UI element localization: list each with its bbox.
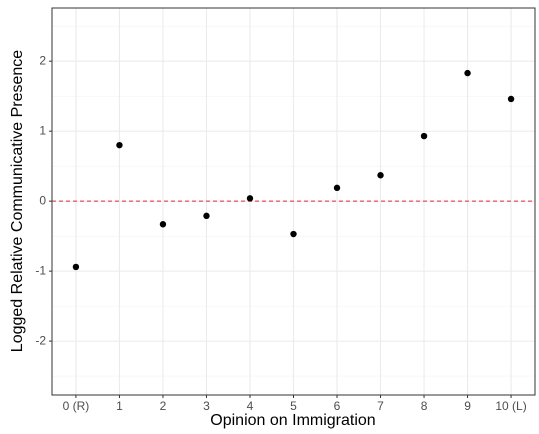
- y-tick-label: 2: [39, 53, 46, 67]
- x-tick-label: 4: [247, 399, 254, 413]
- point: [203, 212, 210, 220]
- point: [116, 141, 123, 149]
- point: [159, 221, 167, 228]
- x-axis-title: Opinion on Immigration: [210, 412, 375, 429]
- point: [72, 263, 80, 271]
- x-tick-label: 9: [464, 399, 471, 413]
- y-tick-label: 0: [39, 193, 46, 207]
- x-tick-label: 5: [290, 399, 297, 413]
- x-tick-label: 7: [377, 399, 384, 413]
- panel-border: [51, 7, 536, 396]
- point: [290, 230, 297, 238]
- x-tick-label: 6: [334, 399, 341, 413]
- x-tick-label: 8: [421, 399, 428, 413]
- point: [333, 184, 341, 192]
- x-tick-label: 2: [160, 399, 167, 413]
- point: [507, 95, 515, 103]
- x-tick-label: 1: [116, 399, 123, 413]
- point: [420, 132, 428, 140]
- y-tick-label: -1: [35, 263, 46, 277]
- y-axis-title: Logged Relative Communicative Presence: [9, 50, 26, 352]
- x-tick-label: 10 (L): [495, 399, 526, 413]
- y-tick-label: -2: [35, 333, 46, 347]
- point: [246, 195, 254, 202]
- point: [464, 69, 471, 77]
- y-tick-label: 1: [39, 123, 46, 137]
- x-tick-label: 3: [203, 399, 210, 413]
- x-tick-label: 0 (R): [63, 399, 90, 413]
- point: [377, 172, 384, 179]
